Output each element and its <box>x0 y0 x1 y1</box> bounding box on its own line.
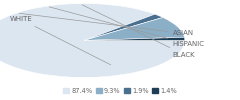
Text: WHITE: WHITE <box>10 16 111 65</box>
Text: HISPANIC: HISPANIC <box>49 7 205 47</box>
Legend: 87.4%, 9.3%, 1.9%, 1.4%: 87.4%, 9.3%, 1.9%, 1.4% <box>61 85 179 97</box>
Text: ASIAN: ASIAN <box>19 13 194 36</box>
Wedge shape <box>0 4 185 77</box>
Wedge shape <box>84 37 185 41</box>
Text: BLACK: BLACK <box>82 5 195 58</box>
Wedge shape <box>84 18 184 40</box>
Wedge shape <box>84 14 163 40</box>
